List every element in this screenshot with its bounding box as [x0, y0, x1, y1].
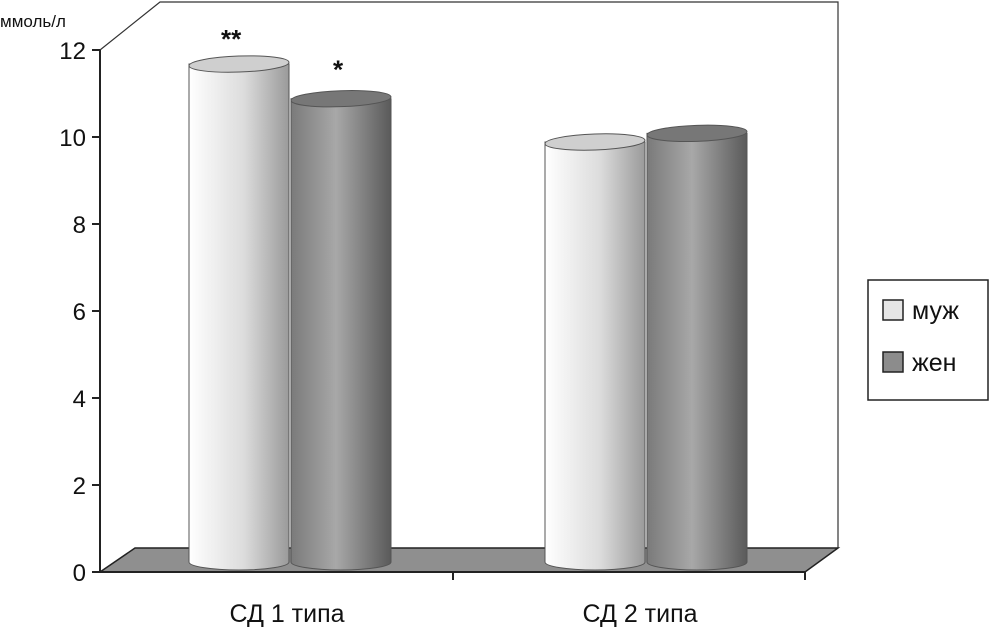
significance-marker: **: [221, 24, 242, 54]
bar-муж-2: [544, 133, 646, 571]
y-tick-label: 10: [59, 125, 86, 152]
y-axis-label: ммоль/л: [0, 12, 66, 31]
y-tick-label: 8: [73, 212, 86, 239]
y-tick-label: 12: [59, 38, 86, 65]
legend-label: муж: [912, 297, 959, 325]
legend-swatch: [882, 351, 904, 373]
legend-item-жен: жен: [882, 349, 956, 377]
significance-marker: *: [333, 55, 344, 85]
x-category-label: СД 1 типа: [229, 600, 344, 628]
bar-жен-2: [646, 124, 748, 571]
bar-муж-1: [188, 55, 290, 571]
y-tick-label: 2: [73, 473, 86, 500]
legend-label: жен: [912, 349, 956, 377]
x-category-label: СД 2 типа: [582, 600, 697, 628]
bar-жен-1: [290, 90, 392, 571]
y-tick-label: 4: [73, 386, 86, 413]
y-tick-label: 0: [73, 560, 86, 587]
legend: муж жен: [867, 279, 989, 401]
y-tick-label: 6: [73, 299, 86, 326]
legend-item-муж: муж: [882, 297, 959, 325]
legend-swatch: [882, 299, 904, 321]
